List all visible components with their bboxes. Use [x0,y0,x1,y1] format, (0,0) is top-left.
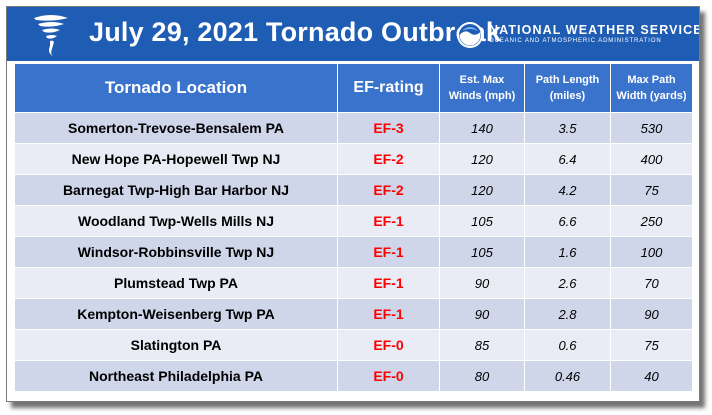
cell-max-winds: 85 [439,329,525,361]
cell-location: New Hope PA-Hopewell Twp NJ [14,143,338,175]
cell-path-length: 0.6 [524,329,611,361]
cell-ef-rating: EF-2 [337,143,440,175]
column-header-path-width-line1: Max Path [627,74,676,86]
cell-path-width: 70 [610,267,693,299]
cell-path-length: 6.4 [524,143,611,175]
cell-location: Slatington PA [14,329,338,361]
cell-path-length: 2.6 [524,267,611,299]
tornado-icon [34,15,68,56]
cell-max-winds: 90 [439,267,525,299]
cell-max-winds: 140 [439,112,525,144]
column-header-path-width: Max Path Width (yards) [610,63,693,113]
cell-ef-rating: EF-0 [337,329,440,361]
column-header-max-winds: Est. Max Winds (mph) [439,63,525,113]
cell-path-length: 2.8 [524,298,611,330]
cell-max-winds: 90 [439,298,525,330]
column-header-path-width-line2: Width (yards) [616,90,687,102]
cell-ef-rating: EF-1 [337,205,440,237]
cell-ef-rating: EF-3 [337,112,440,144]
noaa-seal-icon [457,22,483,48]
table-header-row: Tornado Location EF-rating Est. Max Wind… [14,63,693,113]
column-header-path-length-line1: Path Length [535,74,600,86]
cell-location: Woodland Twp-Wells Mills NJ [14,205,338,237]
cell-path-width: 40 [610,360,693,392]
cell-ef-rating: EF-2 [337,174,440,206]
cell-max-winds: 105 [439,236,525,268]
table-row: Kempton-Weisenberg Twp PA EF-1 90 2.8 90 [14,298,693,330]
cell-ef-rating: EF-0 [337,360,440,392]
column-header-location: Tornado Location [14,63,338,113]
table-row: Plumstead Twp PA EF-1 90 2.6 70 [14,267,693,299]
title-banner: July 29, 2021 Tornado Outbreak NATIONAL … [7,7,699,61]
cell-ef-rating: EF-1 [337,298,440,330]
cell-path-width: 400 [610,143,693,175]
column-header-max-winds-line1: Est. Max [459,74,505,86]
cell-max-winds: 120 [439,174,525,206]
tornado-summary-card: July 29, 2021 Tornado Outbreak NATIONAL … [6,6,700,402]
cell-path-length: 1.6 [524,236,611,268]
cell-location: Somerton-Trevose-Bensalem PA [14,112,338,144]
cell-location: Kempton-Weisenberg Twp PA [14,298,338,330]
cell-location: Plumstead Twp PA [14,267,338,299]
table-row: Barnegat Twp-High Bar Harbor NJ EF-2 120… [14,174,693,206]
column-header-path-length: Path Length (miles) [524,63,611,113]
column-header-max-winds-line2: Winds (mph) [448,90,516,102]
cell-location: Barnegat Twp-High Bar Harbor NJ [14,174,338,206]
table-row: Northeast Philadelphia PA EF-0 80 0.46 4… [14,360,693,392]
cell-path-width: 75 [610,329,693,361]
cell-ef-rating: EF-1 [337,267,440,299]
column-header-ef-rating: EF-rating [337,63,440,113]
cell-path-width: 530 [610,112,693,144]
tornado-table: Tornado Location EF-rating Est. Max Wind… [14,63,693,392]
page-title: July 29, 2021 Tornado Outbreak [89,17,502,47]
table-row: Woodland Twp-Wells Mills NJ EF-1 105 6.6… [14,205,693,237]
cell-location: Northeast Philadelphia PA [14,360,338,392]
cell-path-length: 4.2 [524,174,611,206]
cell-max-winds: 105 [439,205,525,237]
cell-path-width: 90 [610,298,693,330]
cell-path-length: 0.46 [524,360,611,392]
cell-path-width: 100 [610,236,693,268]
cell-path-width: 75 [610,174,693,206]
cell-location: Windsor-Robbinsville Twp NJ [14,236,338,268]
table-row: Somerton-Trevose-Bensalem PA EF-3 140 3.… [14,112,693,144]
cell-path-length: 3.5 [524,112,611,144]
cell-path-length: 6.6 [524,205,611,237]
cell-max-winds: 120 [439,143,525,175]
column-header-path-length-line2: (miles) [549,90,586,102]
cell-path-width: 250 [610,205,693,237]
cell-max-winds: 80 [439,360,525,392]
table-row: New Hope PA-Hopewell Twp NJ EF-2 120 6.4… [14,143,693,175]
table-row: Windsor-Robbinsville Twp NJ EF-1 105 1.6… [14,236,693,268]
agency-name: NATIONAL WEATHER SERVICE [489,23,700,37]
table-row: Slatington PA EF-0 85 0.6 75 [14,329,693,361]
agency-subtitle: OCEANIC AND ATMOSPHERIC ADMINISTRATION [489,38,662,44]
cell-ef-rating: EF-1 [337,236,440,268]
